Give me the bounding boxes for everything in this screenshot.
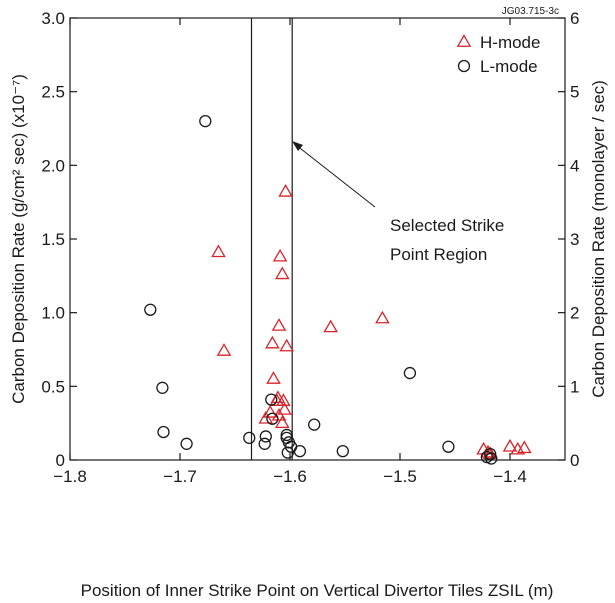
hmode-point — [275, 415, 290, 429]
x-tick-label: −1.8 — [53, 467, 87, 486]
lmode-point — [156, 381, 169, 394]
x-tick-label: −1.5 — [383, 467, 417, 486]
lmode-point — [336, 445, 349, 458]
hmode-point — [266, 371, 281, 384]
region-label-line-2: Point Region — [390, 245, 487, 264]
plot-area — [69, 17, 566, 461]
x-tick-label: −1.4 — [493, 467, 527, 486]
lmode-point — [266, 412, 279, 425]
legend-marker-lmode — [457, 59, 471, 73]
hmode-point — [277, 402, 292, 415]
region-arrow-head — [292, 141, 303, 151]
y-axis-title-left: Carbon Deposition Rate (g/cm² sec) (x10⁻… — [9, 74, 28, 404]
y-tick-label-right: 6 — [570, 9, 579, 28]
region-annotation: Selected Strike Point Region — [292, 141, 504, 264]
region-arrow-line — [295, 144, 376, 208]
region-label-line-1: Selected Strike — [390, 216, 504, 235]
hmode-point — [211, 244, 226, 258]
hmode-point — [502, 438, 518, 452]
y-axis-title-right: Carbon Deposition Rate (monolayer / sec) — [589, 80, 608, 397]
y-tick-label-left: 0 — [56, 451, 65, 470]
legend-label-lmode: L-mode — [480, 57, 538, 76]
hmode-point — [262, 405, 278, 418]
y-tick-label-left: 2.5 — [41, 83, 65, 102]
legend-label-hmode: H-mode — [480, 33, 540, 52]
lmode-point — [259, 430, 272, 443]
y-tick-label-left: 2.0 — [41, 156, 65, 175]
lmode-point — [199, 114, 212, 128]
lmode-point — [144, 303, 157, 316]
lmode-point — [280, 428, 293, 442]
lmode-point — [258, 437, 271, 450]
lmode-point — [157, 425, 170, 439]
x-axis-title: Position of Inner Strike Point on Vertic… — [81, 581, 554, 600]
hmode-point — [272, 248, 288, 262]
axis-ticks: −1.8 −1.7 −1.6 −1.5 −1.4 0 0.5 1.0 1.5 2.0 2.5 3.0 0… — [41, 9, 579, 486]
y-tick-label-right: 1 — [570, 377, 579, 396]
hmode-point — [517, 440, 532, 454]
hmode-point — [270, 390, 286, 403]
lmode-point — [485, 452, 498, 465]
y-tick-label-right: 0 — [570, 451, 579, 470]
hmode-point — [278, 184, 293, 197]
hmode-point — [265, 335, 280, 349]
lmode-point — [265, 393, 278, 406]
hmode-point — [216, 343, 232, 356]
y-tick-label-right: 4 — [570, 156, 579, 175]
y-tick-label-left: 1.5 — [41, 230, 65, 249]
hmode-point — [375, 310, 390, 324]
hmode-point — [275, 266, 290, 280]
lmode-point — [243, 431, 256, 445]
data-points — [144, 114, 532, 465]
selected-region — [250, 18, 293, 460]
lmode-point — [308, 418, 321, 431]
lmode-point — [403, 366, 417, 380]
lmode-point — [293, 445, 307, 458]
y-tick-label-left: 0.5 — [41, 377, 65, 396]
lmode-point — [180, 437, 193, 450]
plot-frame — [69, 17, 566, 461]
lmode-point — [442, 440, 455, 453]
y-tick-label-right: 3 — [570, 230, 579, 249]
legend-marker-hmode — [456, 34, 472, 47]
hmode-point — [279, 338, 294, 352]
legend: H-mode L-mode — [456, 33, 540, 76]
y-tick-label-right: 2 — [570, 304, 579, 323]
y-tick-label-left: 1.0 — [41, 304, 65, 323]
hmode-point — [323, 319, 338, 333]
x-tick-label: −1.7 — [163, 467, 197, 486]
x-tick-label: −1.6 — [273, 467, 307, 486]
lmode-point — [484, 447, 497, 461]
hmode-point — [271, 318, 287, 331]
y-tick-label-left: 3.0 — [41, 9, 65, 28]
y-tick-label-right: 5 — [570, 83, 579, 102]
code-label: JG03.715-3c — [502, 6, 559, 17]
